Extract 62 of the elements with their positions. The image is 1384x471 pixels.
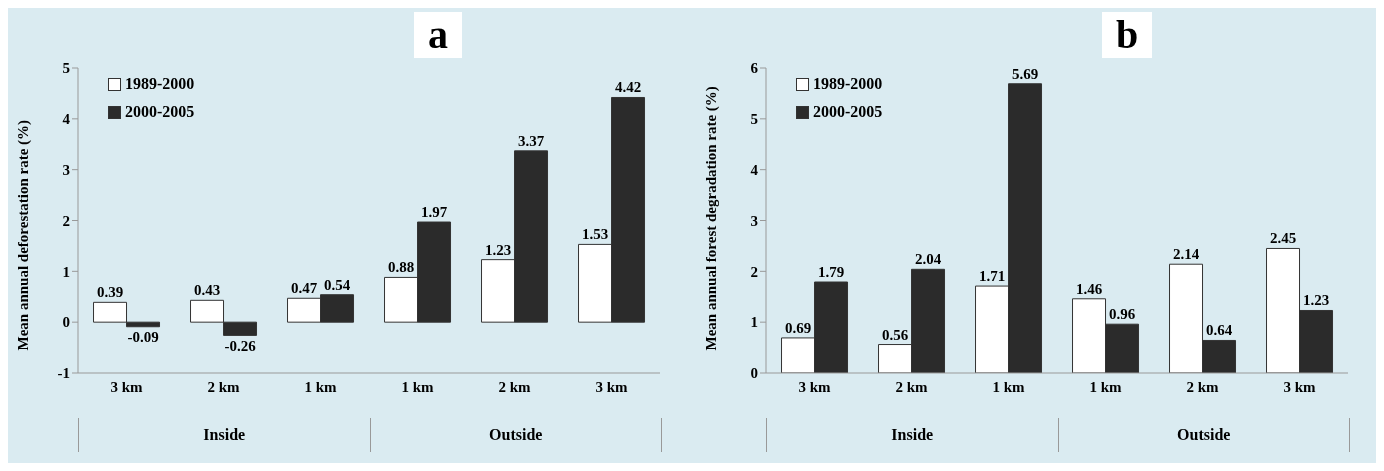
y-tick-label: 4 — [62, 111, 71, 128]
y-tick-label: 1 — [62, 263, 70, 280]
data-label: 5.69 — [1011, 65, 1039, 82]
data-label: 1.97 — [420, 204, 448, 221]
y-tick-label: 6 — [750, 60, 759, 77]
y-tick-label: 0 — [62, 314, 70, 331]
data-label: 0.69 — [784, 319, 812, 336]
x-tick-label: 3 km — [595, 378, 629, 395]
text: Outside — [369, 418, 661, 452]
x-tick-label: 2 km — [1186, 378, 1220, 395]
text: Outside — [1057, 418, 1349, 452]
y-axis-title: Mean annual forest degradation rate (%) — [703, 86, 721, 351]
data-label: 0.88 — [387, 259, 415, 276]
chart-title: b — [1102, 12, 1153, 58]
y-tick-label: 3 — [62, 161, 70, 178]
x-tick-label: 3 km — [1283, 378, 1317, 395]
data-label: 0.54 — [323, 276, 351, 293]
y-tick-label: 5 — [750, 111, 758, 128]
chart-title: a — [414, 12, 462, 58]
x-tick-label: 2 km — [207, 378, 241, 395]
data-label: 1.23 — [484, 241, 512, 258]
data-label: 0.64 — [1205, 322, 1233, 339]
y-tick-label: 3 — [750, 212, 758, 229]
data-label: 2.45 — [1269, 230, 1297, 247]
data-label: 0.43 — [193, 282, 221, 299]
data-label: 0.96 — [1108, 306, 1136, 323]
data-label: 1.23 — [1302, 292, 1330, 309]
y-tick-label: 5 — [62, 60, 70, 77]
data-label: 0.39 — [96, 284, 124, 301]
data-label: -0.09 — [127, 329, 159, 346]
data-label: 1.79 — [817, 264, 845, 281]
y-tick-label: -1 — [57, 365, 70, 382]
data-label: 1.46 — [1075, 280, 1103, 297]
x-tick-label: 1 km — [401, 378, 435, 395]
data-label: 1.53 — [581, 226, 609, 243]
y-tick-label: 0 — [750, 365, 758, 382]
text: Inside — [202, 425, 247, 445]
text: Inside — [890, 425, 935, 445]
data-label: -0.26 — [224, 338, 257, 355]
data-label: 2.04 — [914, 251, 942, 268]
y-axis-title: Mean annual deforestation rate (%) — [15, 119, 33, 351]
x-tick-label: 2 km — [895, 378, 929, 395]
data-label: 0.56 — [881, 326, 909, 343]
data-label: 2.14 — [1172, 246, 1200, 263]
legend-label: 2000-2005 — [813, 102, 883, 122]
y-tick-label: 2 — [62, 212, 70, 229]
x-tick-label: 1 km — [1089, 378, 1123, 395]
legend-label: 2000-2005 — [125, 102, 195, 122]
legend-label: 1989-2000 — [813, 74, 883, 94]
y-tick-label: 1 — [750, 314, 758, 331]
data-label: 1.71 — [978, 268, 1006, 285]
legend-label: 1989-2000 — [125, 74, 195, 94]
data-label: 4.42 — [614, 79, 642, 96]
y-tick-label: 2 — [750, 263, 758, 280]
x-tick-label: 3 km — [798, 378, 832, 395]
data-label: 0.47 — [290, 280, 318, 297]
x-tick-label: 1 km — [992, 378, 1026, 395]
data-label: 3.37 — [517, 132, 545, 149]
y-tick-label: 4 — [750, 161, 759, 178]
x-tick-label: 1 km — [304, 378, 338, 395]
x-tick-label: 3 km — [110, 378, 144, 395]
x-tick-label: 2 km — [498, 378, 532, 395]
